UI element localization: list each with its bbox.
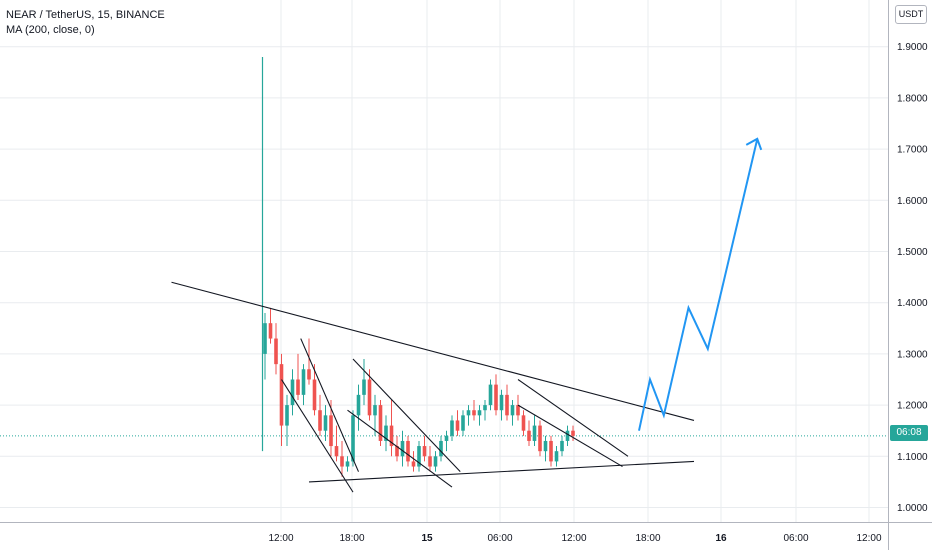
candle-body — [373, 405, 377, 416]
x-tick-label: 18:00 — [635, 533, 660, 544]
candle-body — [384, 425, 388, 441]
candle-body — [422, 446, 427, 457]
candle-body — [263, 323, 267, 354]
candle-body — [323, 415, 328, 431]
y-tick-label: 1.6000 — [897, 196, 928, 207]
candle-body — [329, 415, 333, 447]
forecast-arrowhead — [745, 137, 763, 151]
y-tick-label: 1.2000 — [897, 401, 928, 412]
candle-body — [417, 446, 421, 467]
candle-body — [340, 456, 344, 467]
candle-body — [351, 415, 355, 462]
candle-body — [389, 425, 394, 447]
y-tick-label: 1.3000 — [897, 349, 928, 360]
candle-body — [483, 405, 487, 411]
candle-body — [488, 384, 493, 406]
current-price-badge: 06:08 — [890, 425, 928, 441]
candle-body — [428, 456, 432, 467]
candle-body — [406, 440, 410, 462]
candle-body — [571, 430, 575, 436]
x-tick-label: 12:00 — [268, 533, 293, 544]
trendline-channel-3-lower — [517, 404, 623, 468]
trendline-channel-3-upper — [517, 379, 629, 457]
candle-body — [554, 451, 559, 462]
candle-body — [296, 379, 300, 395]
y-tick-label: 1.8000 — [897, 93, 928, 104]
candle-body — [439, 440, 443, 457]
trendline-ascending-support — [308, 460, 695, 483]
candle-body — [565, 430, 570, 441]
candle-body — [345, 461, 350, 467]
candle-body — [538, 425, 542, 452]
x-tick-label: 12:00 — [856, 533, 881, 544]
candle-body — [400, 440, 405, 457]
candle-body — [505, 394, 509, 416]
candle-body — [318, 410, 322, 431]
candle-body — [444, 435, 449, 441]
candle-body — [285, 405, 289, 426]
x-tick-label: 06:00 — [487, 533, 512, 544]
candle-body — [433, 456, 438, 467]
candle-body — [510, 405, 515, 416]
candle-body — [455, 420, 460, 431]
ma-indicator-label: MA (200, close, 0) — [6, 24, 95, 36]
trendline-descending-resistance — [171, 281, 695, 421]
candle-body — [450, 420, 454, 436]
trendline-channel-2-upper — [352, 358, 461, 473]
y-tick-label: 1.0000 — [897, 503, 928, 514]
candle-body — [268, 323, 273, 339]
candle-body — [274, 338, 278, 365]
candle-body — [290, 379, 295, 406]
candle-body — [378, 405, 383, 441]
candle-body — [334, 446, 339, 457]
trendline-channel-1-lower — [281, 379, 354, 493]
candle-body — [307, 369, 311, 380]
candle-body — [516, 405, 520, 416]
candle-body — [411, 461, 416, 467]
candle-body — [549, 440, 553, 462]
y-tick-label: 1.1000 — [897, 452, 928, 463]
candle-body — [477, 410, 482, 416]
candle-body — [461, 415, 465, 431]
y-tick-label: 1.4000 — [897, 298, 928, 309]
currency-button[interactable]: USDT — [895, 5, 927, 24]
trendline-channel-1-upper — [300, 338, 360, 472]
y-tick-label: 1.5000 — [897, 247, 928, 258]
candle-body — [543, 440, 548, 452]
candle-body — [472, 410, 476, 416]
candle-body — [532, 425, 537, 441]
trendline-channel-2-lower — [347, 409, 453, 488]
x-tick-label: 06:00 — [783, 533, 808, 544]
x-tick-label: 18:00 — [339, 533, 364, 544]
x-tick-label: 15 — [421, 533, 433, 544]
y-tick-label: 1.9000 — [897, 42, 928, 53]
symbol-title: NEAR / TetherUS, 15, BINANCE — [6, 9, 165, 21]
candle-body — [527, 430, 531, 441]
candle-body — [395, 446, 399, 457]
candle-body — [466, 410, 471, 416]
x-tick-label: 16 — [715, 533, 727, 544]
candle-body — [279, 364, 284, 426]
candle-body — [494, 384, 498, 411]
candle-body — [521, 415, 526, 431]
candle-body — [312, 379, 317, 411]
chart-legend: NEAR / TetherUS, 15, BINANCE MA (200, cl… — [6, 8, 165, 38]
candle-body — [362, 379, 366, 395]
forecast-path — [638, 138, 759, 431]
x-tick-label: 12:00 — [561, 533, 586, 544]
candle-body — [356, 394, 361, 416]
y-tick-label: 1.7000 — [897, 145, 928, 156]
candle-body — [499, 394, 504, 411]
candle-body — [301, 369, 306, 395]
candle-body — [367, 379, 372, 416]
candle-body — [560, 440, 564, 452]
